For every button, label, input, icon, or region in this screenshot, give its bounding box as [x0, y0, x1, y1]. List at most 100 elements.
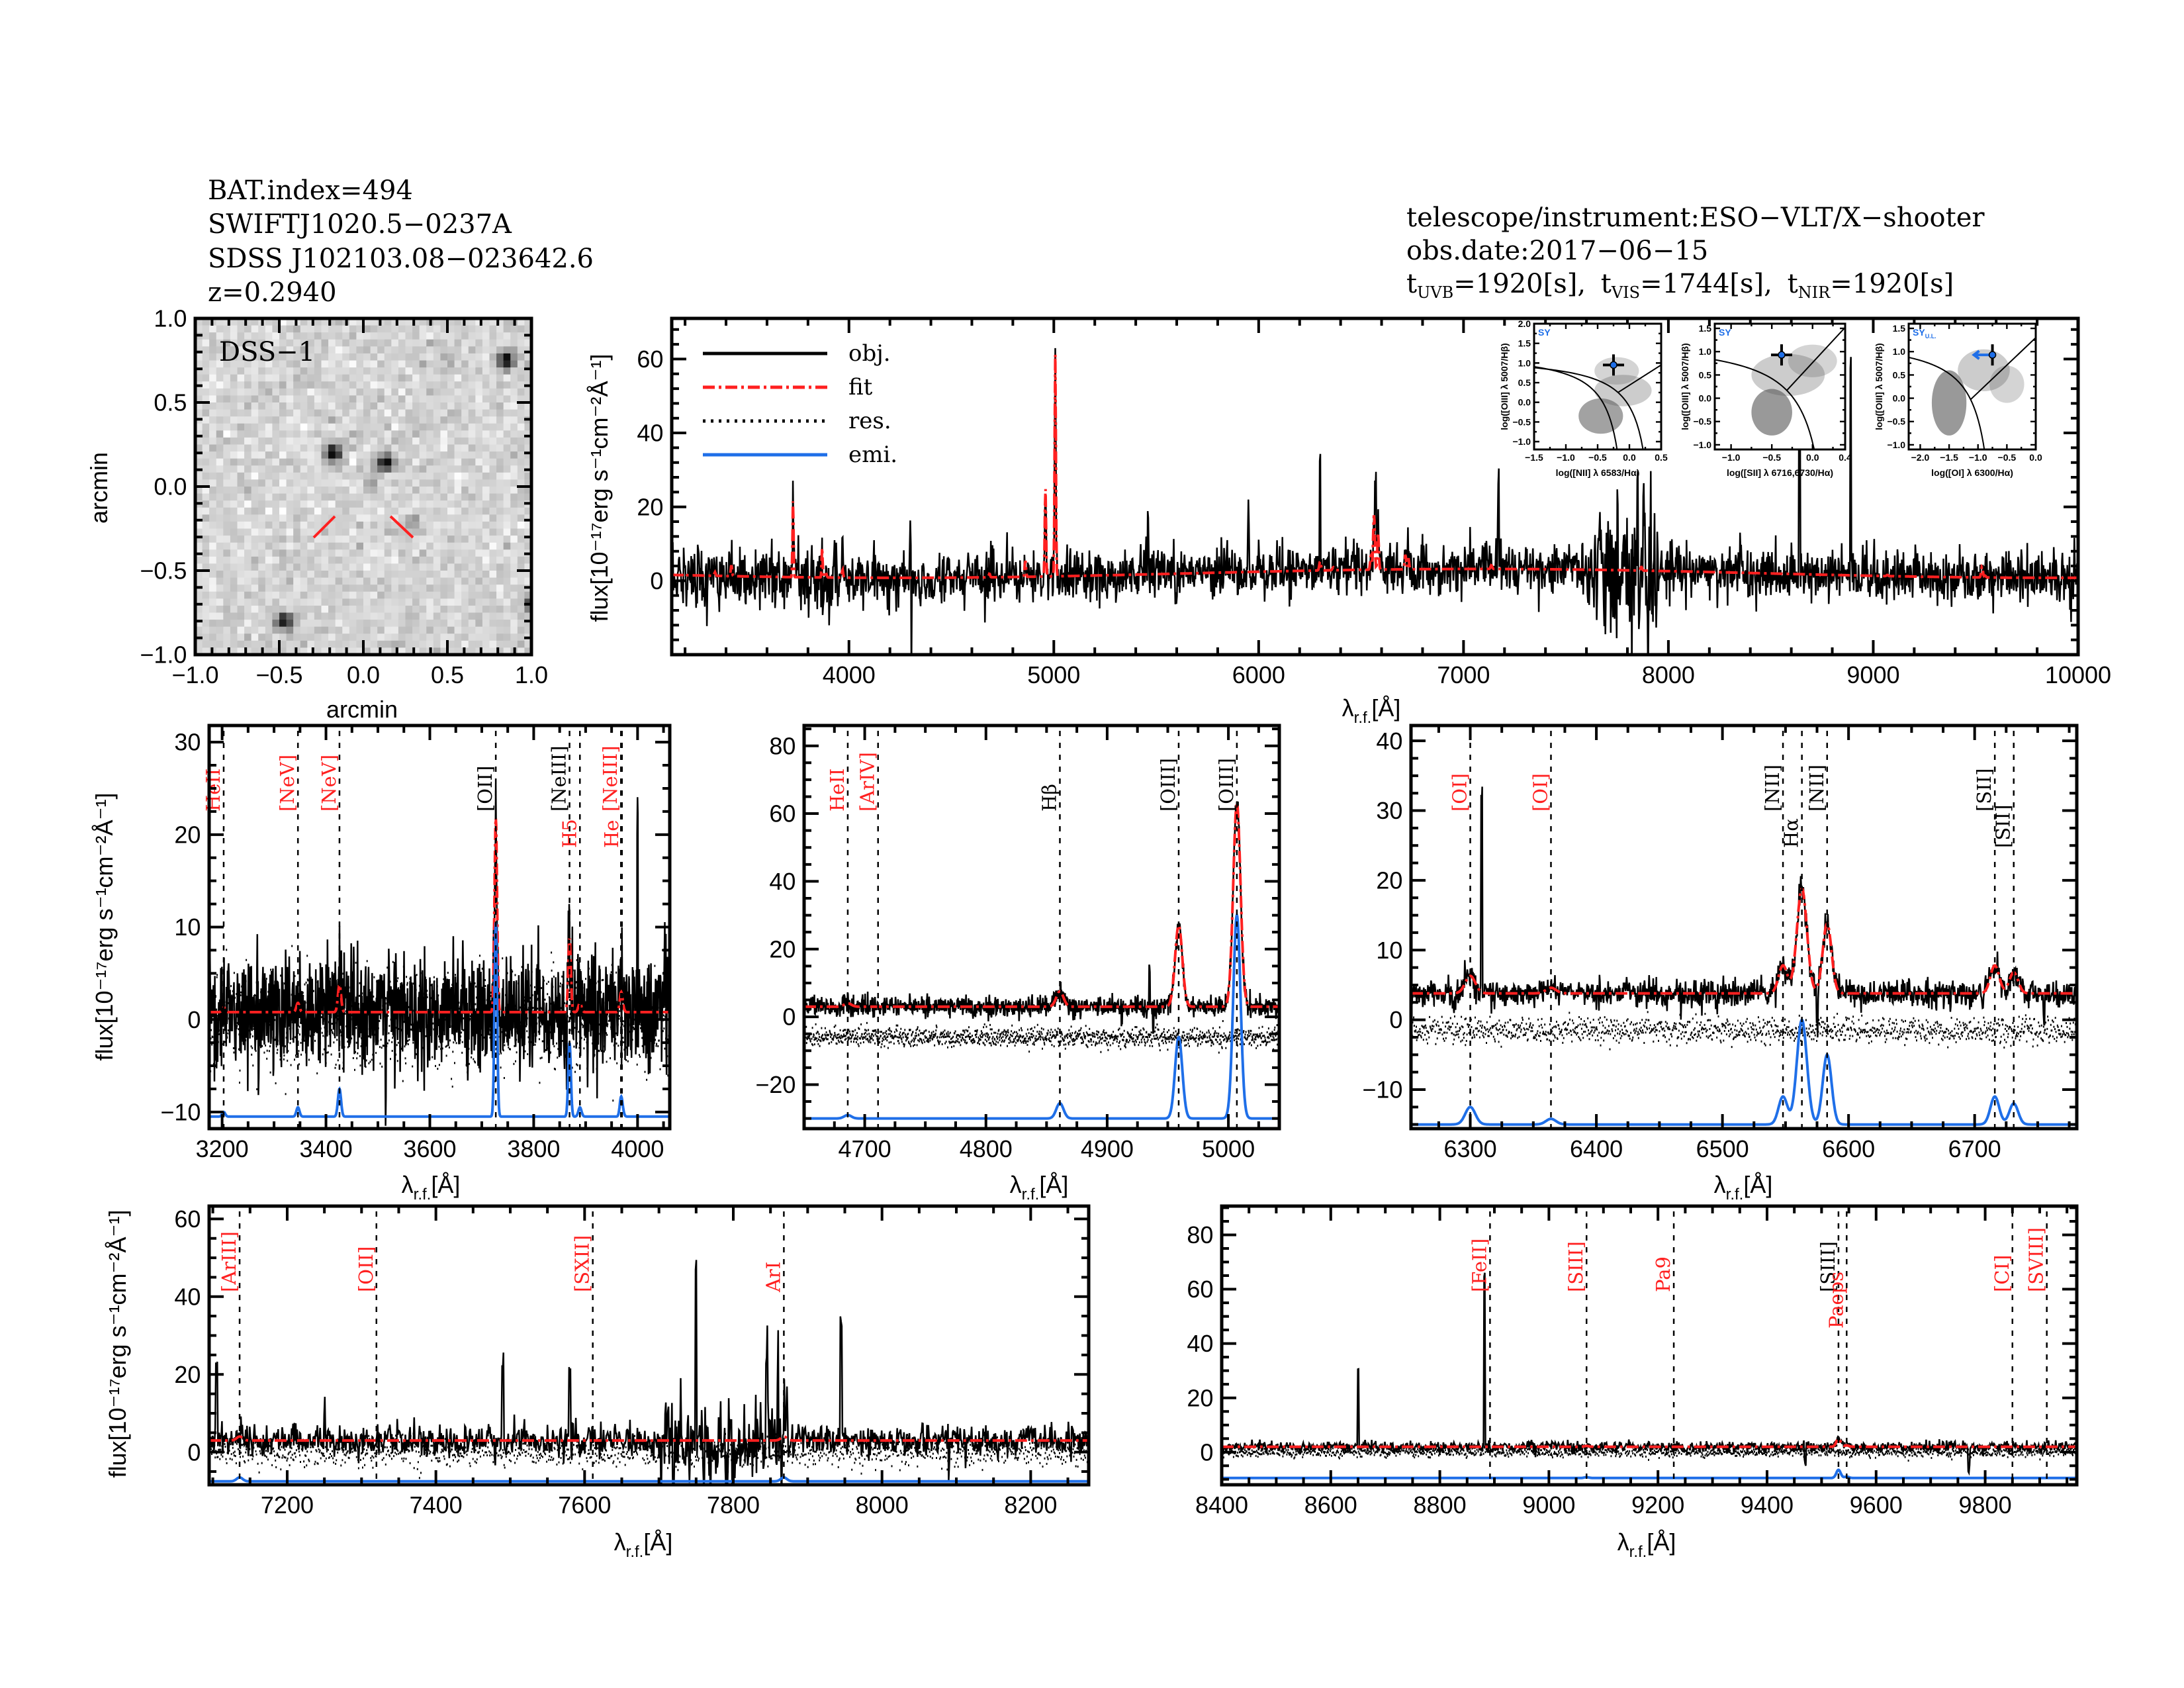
dss-pixel [265, 487, 273, 494]
dss-pixel [510, 612, 518, 620]
dss-pixel [391, 479, 399, 487]
dss-pixel [223, 507, 231, 515]
dss-pixel [468, 571, 476, 579]
dss-pixel [391, 633, 399, 641]
dss-pixel [293, 437, 301, 445]
dss-pixel [230, 556, 238, 565]
dss-pixel [230, 325, 238, 333]
dss-pixel [454, 640, 462, 649]
dss-pixel [510, 640, 518, 649]
dss-pixel [300, 487, 308, 494]
dss-pixel [496, 416, 504, 424]
dss-pixel [370, 430, 378, 438]
dss-pixel [230, 487, 238, 494]
y-axis-label: arcmin [85, 452, 113, 524]
dss-pixel [489, 598, 497, 606]
dss-pixel [517, 528, 525, 536]
dss-pixel [419, 451, 427, 459]
dss-pixel [321, 612, 329, 620]
dss-pixel [244, 409, 252, 417]
dss-pixel [461, 388, 469, 397]
dss-pixel [216, 556, 224, 565]
dss-pixel [314, 444, 322, 452]
dss-pixel [419, 605, 427, 614]
dss-pixel [405, 549, 413, 557]
dss-pixel [209, 444, 217, 452]
dss-pixel [279, 339, 287, 347]
dss-pixel [195, 612, 203, 620]
dss-pixel [398, 591, 406, 599]
dss-pixel [419, 536, 427, 543]
dss-pixel [272, 332, 280, 340]
dss-pixel [405, 465, 413, 473]
dss-pixel [230, 318, 238, 326]
dss-pixel [230, 451, 238, 459]
dss-pixel [314, 549, 322, 557]
dss-pixel [377, 493, 385, 501]
emission-model-series [1222, 1468, 2077, 1479]
dss-pixel [461, 598, 469, 606]
dss-pixel [419, 640, 427, 649]
dss-pixel [314, 437, 322, 445]
dss-pixel [440, 360, 448, 368]
dss-pixel [524, 640, 532, 649]
dss-pixel [195, 402, 203, 410]
dss-pixel [447, 514, 455, 522]
object-spectrum-series [1222, 1272, 2077, 1476]
dss-pixel [342, 536, 350, 543]
dss-pixel [363, 500, 371, 508]
dss-pixel [391, 598, 399, 606]
dss-pixel [405, 346, 413, 354]
dss-pixel [321, 585, 329, 592]
dss-pixel [195, 423, 203, 431]
dss-pixel [503, 577, 511, 585]
y-tick-label: −1.0 [1887, 440, 1905, 450]
dss-pixel [517, 487, 525, 494]
dss-pixel [377, 507, 385, 515]
dss-pixel [447, 500, 455, 508]
dss-pixel [265, 444, 273, 452]
dss-pixel [237, 374, 245, 382]
dss-pixel [440, 395, 448, 403]
dss-pixel [384, 605, 392, 614]
dss-pixel [335, 444, 343, 452]
dss-pixel [454, 598, 462, 606]
dss-pixel [482, 367, 490, 375]
lambda-subscript: r.f. [626, 1543, 644, 1561]
dss-pixel [475, 416, 483, 424]
dss-pixel [412, 549, 420, 557]
dss-pixel [454, 325, 462, 333]
dss-pixel [286, 577, 294, 585]
dss-pixel [482, 402, 490, 410]
dss-pixel [419, 374, 427, 382]
object-spectrum-series [672, 348, 2078, 655]
dss-pixel [202, 536, 210, 543]
dss-pixel [216, 542, 224, 550]
dss-pixel [300, 367, 308, 375]
dss-pixel [251, 647, 259, 655]
dss-pixel [209, 542, 217, 550]
dss-pixel [244, 647, 252, 655]
dss-pixel [321, 571, 329, 579]
dss-pixel [461, 360, 469, 368]
dss-pixel [447, 521, 455, 530]
dss-pixel [307, 472, 315, 481]
dss-pixel [293, 374, 301, 382]
dss-pixel [321, 472, 329, 481]
dss-pixel [496, 620, 504, 628]
lambda-symbol: λ [1010, 1171, 1022, 1198]
dss-pixel [454, 318, 462, 326]
dss-pixel [216, 430, 224, 438]
dss-pixel [391, 571, 399, 579]
dss-pixel [272, 585, 280, 592]
dss-pixel [279, 500, 287, 508]
dss-pixel [370, 381, 378, 389]
class-name: SY [1719, 327, 1731, 338]
dss-pixel [300, 437, 308, 445]
y-tick-label: 10 [174, 914, 201, 941]
dss-pixel [384, 388, 392, 397]
dss-pixel [307, 626, 315, 634]
dss-pixel [279, 528, 287, 536]
dss-pixel [475, 612, 483, 620]
dss-pixel [461, 374, 469, 382]
